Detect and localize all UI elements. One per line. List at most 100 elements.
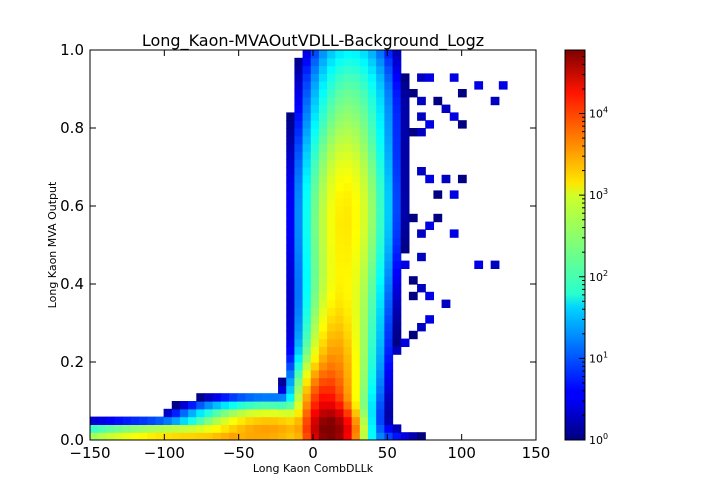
heatmap-cell bbox=[171, 424, 181, 433]
heatmap-cell bbox=[261, 393, 271, 402]
heatmap-cell bbox=[302, 104, 312, 113]
heatmap-cell bbox=[302, 354, 312, 363]
heatmap-cell bbox=[343, 362, 353, 371]
heatmap-cell bbox=[335, 229, 345, 238]
heatmap-cell bbox=[269, 401, 279, 410]
heatmap-cell bbox=[359, 237, 369, 246]
heatmap-cell bbox=[318, 229, 328, 238]
heatmap-cell bbox=[392, 221, 402, 230]
heatmap-cell bbox=[376, 237, 385, 246]
heatmap-cell bbox=[335, 206, 345, 215]
heatmap-cell bbox=[171, 401, 181, 410]
heatmap-cell bbox=[98, 416, 107, 425]
heatmap-cell bbox=[351, 432, 361, 440]
heatmap-cell bbox=[343, 393, 353, 402]
heatmap-cell bbox=[286, 182, 296, 191]
heatmap-cell bbox=[327, 346, 336, 355]
heatmap-cell bbox=[368, 65, 377, 74]
heatmap-cell bbox=[384, 213, 394, 223]
heatmap-cell bbox=[351, 424, 361, 433]
heatmap-cell bbox=[310, 260, 320, 269]
x-axis-label: Long Kaon CombDLLk bbox=[253, 462, 374, 475]
heatmap-cell bbox=[302, 190, 312, 199]
heatmap-cell bbox=[302, 65, 312, 74]
heatmap-cell bbox=[351, 237, 361, 246]
heatmap-cell bbox=[368, 167, 377, 176]
heatmap-cell bbox=[310, 362, 320, 371]
heatmap-cell bbox=[302, 252, 312, 262]
heatmap-cell bbox=[368, 50, 377, 59]
heatmap-cell bbox=[98, 432, 107, 440]
heatmap-cell bbox=[286, 291, 296, 301]
heatmap-cell bbox=[368, 120, 377, 129]
heatmap-cell bbox=[343, 213, 353, 223]
heatmap-cell bbox=[310, 221, 320, 230]
heatmap-cell bbox=[302, 284, 312, 293]
heatmap-cell bbox=[343, 151, 353, 160]
heatmap-cell bbox=[384, 50, 394, 59]
heatmap-cell bbox=[302, 96, 312, 106]
heatmap-cell bbox=[384, 96, 394, 106]
heatmap-cell bbox=[327, 385, 336, 394]
heatmap-cell bbox=[368, 245, 377, 254]
heatmap-cell bbox=[359, 291, 369, 301]
heatmap-cell bbox=[294, 252, 304, 262]
heatmap-cell bbox=[269, 393, 279, 402]
heatmap-cell bbox=[351, 151, 361, 160]
heatmap-cell bbox=[392, 299, 402, 308]
heatmap-cell bbox=[351, 159, 361, 168]
heatmap-cell bbox=[351, 369, 361, 379]
x-tick-label: −50 bbox=[223, 444, 255, 462]
heatmap-cell bbox=[327, 50, 336, 59]
heatmap-cell bbox=[294, 416, 304, 425]
heatmap-cell bbox=[286, 221, 296, 230]
heatmap-cell bbox=[368, 260, 377, 269]
heatmap-cell bbox=[433, 190, 443, 199]
heatmap-cell bbox=[310, 167, 320, 176]
heatmap-cell bbox=[368, 96, 377, 106]
heatmap-cell bbox=[310, 346, 320, 355]
heatmap-cell bbox=[310, 408, 320, 418]
heatmap-cell bbox=[400, 221, 410, 230]
x-tick-label: −150 bbox=[69, 444, 110, 462]
heatmap-cell bbox=[179, 432, 189, 440]
heatmap-cell bbox=[335, 307, 345, 316]
heatmap-cell bbox=[294, 338, 304, 347]
heatmap-cell bbox=[408, 89, 418, 98]
heatmap-cell bbox=[294, 221, 304, 230]
heatmap-cell bbox=[261, 424, 271, 433]
heatmap-cell bbox=[425, 120, 435, 129]
heatmap-cell bbox=[335, 221, 345, 230]
heatmap-cell bbox=[310, 354, 320, 363]
heatmap-cell bbox=[310, 213, 320, 223]
heatmap-cell bbox=[359, 73, 369, 82]
heatmap-cell bbox=[392, 198, 402, 207]
heatmap-cell bbox=[376, 401, 385, 410]
heatmap-cell bbox=[310, 104, 320, 113]
heatmap-cell bbox=[294, 89, 304, 98]
heatmap-cell bbox=[335, 362, 345, 371]
heatmap-cell bbox=[343, 143, 353, 152]
heatmap-cell bbox=[384, 159, 394, 168]
heatmap-cell bbox=[139, 416, 148, 425]
heatmap-cell bbox=[384, 346, 394, 355]
heatmap-cell bbox=[425, 291, 435, 301]
heatmap-cell bbox=[384, 354, 394, 363]
heatmap-cell bbox=[286, 112, 296, 121]
heatmap-cell bbox=[351, 401, 361, 410]
heatmap-cell bbox=[343, 315, 353, 324]
heatmap-cell bbox=[302, 128, 312, 137]
heatmap-cell bbox=[335, 377, 345, 386]
heatmap-cell bbox=[204, 432, 214, 440]
heatmap-cell bbox=[376, 50, 385, 59]
heatmap-cell bbox=[310, 330, 320, 340]
heatmap-cell bbox=[229, 424, 238, 433]
heatmap-cell bbox=[294, 385, 304, 394]
heatmap-cell bbox=[425, 73, 435, 82]
heatmap-cell bbox=[343, 167, 353, 176]
heatmap-cell bbox=[130, 424, 140, 433]
heatmap-cell bbox=[359, 167, 369, 176]
heatmap-cell bbox=[327, 89, 336, 98]
heatmap-cell bbox=[351, 408, 361, 418]
